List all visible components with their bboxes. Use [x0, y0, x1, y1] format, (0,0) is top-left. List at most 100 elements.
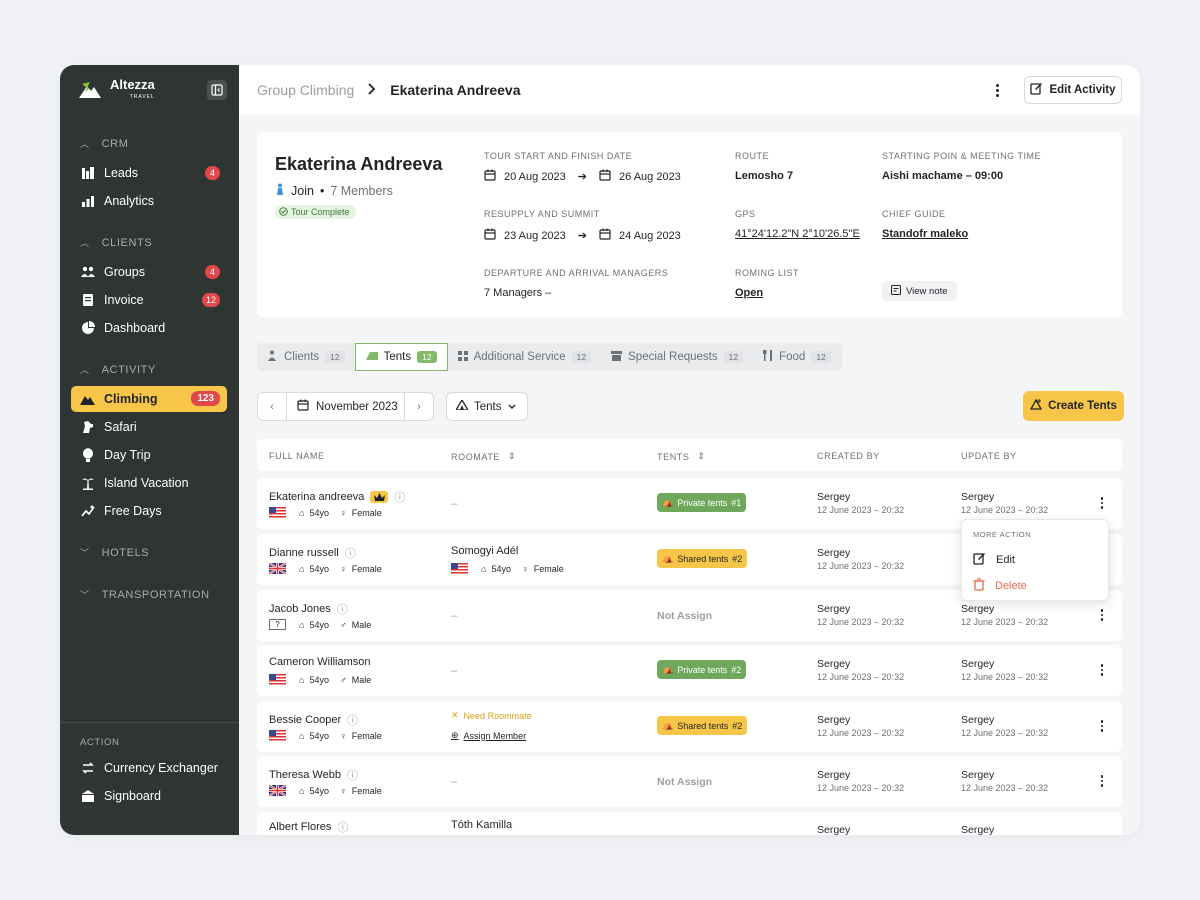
- row-more-icon[interactable]: [1098, 663, 1106, 677]
- uk-flag-icon: [269, 563, 286, 574]
- gender: Female: [351, 507, 382, 518]
- fork-knife-icon: [763, 350, 773, 364]
- tour-dates-label: TOUR START AND FINISH DATE: [484, 151, 633, 161]
- age: 54yo: [309, 730, 329, 741]
- managers-value: 7 Managers –: [484, 287, 552, 299]
- tent-icon: ⛺: [662, 497, 674, 507]
- breadcrumb-parent[interactable]: Group Climbing: [257, 82, 355, 98]
- sidebar-item-signboard[interactable]: Signboard: [71, 783, 227, 809]
- menu-item-edit[interactable]: Edit: [973, 552, 1015, 568]
- created-by: Sergey: [817, 491, 851, 503]
- sidebar-item-island-vacation[interactable]: Island Vacation: [71, 470, 227, 496]
- tab-special-requests[interactable]: Special Requests 12: [601, 344, 753, 370]
- info-icon[interactable]: ⓘ: [347, 715, 359, 727]
- arrow-right-icon: ➔: [577, 230, 588, 242]
- section-hotels[interactable]: ﹀ HOTELS: [80, 546, 150, 559]
- age-icon: ⌂: [299, 674, 305, 685]
- sidebar-item-invoice[interactable]: Invoice 12: [71, 287, 227, 313]
- us-flag-icon: [451, 563, 468, 574]
- section-transportation[interactable]: ﹀ TRANSPORTATION: [80, 588, 210, 601]
- column-full-name: FULL NAME: [269, 451, 325, 461]
- updated-by: Sergey: [961, 603, 995, 615]
- row-more-icon[interactable]: [1098, 774, 1106, 788]
- table-row[interactable]: Theresa Webb ⓘ ⌂ 54yo ♀ Female – Not Assign…: [257, 756, 1122, 807]
- row-more-icon[interactable]: [1098, 496, 1106, 510]
- column-roommate[interactable]: ROOMATE ⇕: [451, 451, 517, 462]
- top-bar: Group Climbing Ekaterina Andreeva Edit A…: [239, 65, 1140, 115]
- chief-guide-link[interactable]: Standofr maleko: [882, 228, 969, 240]
- row-more-icon[interactable]: [1098, 608, 1106, 622]
- sidebar-item-dashboard[interactable]: Dashboard: [71, 315, 227, 341]
- gps-label: GPS: [735, 209, 756, 219]
- table-row[interactable]: Cameron Williamson ⌂ 54yo ♂ Male – ⛺ Privat…: [257, 645, 1122, 696]
- tent-icon: [365, 351, 378, 363]
- tent-filter-select[interactable]: Tents: [446, 392, 528, 421]
- sidebar-item-groups[interactable]: Groups 4: [71, 259, 227, 285]
- roommate-name[interactable]: Somogyi Adél: [451, 545, 519, 557]
- gps-link[interactable]: 41°24'12.2"N 2°10'26.5"E: [735, 228, 860, 240]
- assign-member-link[interactable]: ⊕ Assign Member: [451, 730, 527, 741]
- sidebar-item-safari[interactable]: Safari: [71, 414, 227, 440]
- menu-item-delete[interactable]: Delete: [973, 578, 1027, 594]
- activity-details-card: Ekaterina Andreeva Join • 7 Members Tour…: [257, 132, 1122, 317]
- more-options-icon[interactable]: [992, 82, 1002, 98]
- column-update-by: UPDATE BY: [961, 451, 1017, 461]
- create-tents-button[interactable]: Create Tents: [1023, 391, 1124, 421]
- sidebar-item-climbing[interactable]: Climbing 123: [71, 386, 227, 412]
- row-more-icon[interactable]: [1098, 719, 1106, 733]
- chevron-down-icon: [508, 401, 516, 413]
- month-value[interactable]: November 2023: [286, 393, 405, 420]
- roommate-name[interactable]: Tóth Kamilla: [451, 819, 513, 831]
- full-name: Dianne russell: [269, 547, 339, 559]
- chevron-down-icon: ﹀: [80, 590, 90, 600]
- gender: Female: [351, 785, 382, 796]
- calendar-icon: [297, 399, 309, 414]
- info-icon[interactable]: ⓘ: [344, 548, 356, 560]
- more-action-menu: MORE ACTION Edit Delete: [961, 519, 1109, 601]
- tab-additional-service[interactable]: Additional Service 12: [448, 344, 602, 370]
- leads-count-badge: 4: [205, 166, 220, 180]
- table-row[interactable]: Albert Flores ⓘ Tóth Kamilla Sergey Serge…: [257, 812, 1122, 835]
- info-icon[interactable]: ⓘ: [394, 492, 406, 504]
- calendar-icon: [484, 228, 496, 243]
- client-icon: [268, 350, 278, 364]
- info-icon[interactable]: ⓘ: [337, 822, 349, 834]
- page-title: Ekaterina Andreeva: [390, 82, 521, 98]
- info-icon[interactable]: ⓘ: [346, 770, 358, 782]
- sidebar-item-leads[interactable]: Leads 4: [71, 160, 227, 186]
- tab-food[interactable]: Food 12: [753, 344, 841, 370]
- next-month-button[interactable]: ›: [417, 400, 421, 413]
- info-icon[interactable]: ⓘ: [336, 604, 348, 616]
- roming-open-link[interactable]: Open: [735, 287, 764, 299]
- age-icon: ⌂: [299, 563, 305, 574]
- age-icon: ⌂: [481, 563, 487, 574]
- section-activity[interactable]: ︿ ACTIVITY: [80, 363, 156, 376]
- sort-icon: ⇕: [508, 451, 517, 461]
- sidebar-item-daytrip[interactable]: Day Trip: [71, 442, 227, 468]
- female-icon: ♀: [339, 785, 347, 796]
- table-row[interactable]: Bessie Cooper ⓘ ⌂ 54yo ♀ Female ✕ Need Roomm…: [257, 701, 1122, 752]
- roommate-empty: –: [451, 776, 458, 788]
- tab-tents[interactable]: Tents 12: [354, 343, 448, 371]
- edit-activity-button[interactable]: Edit Activity: [1024, 76, 1122, 104]
- resupply-label: RESUPPLY AND SUMMIT: [484, 209, 600, 219]
- updated-at: 12 June 2023 – 20:32: [961, 728, 1049, 738]
- male-icon: ♂: [339, 674, 347, 685]
- collapse-sidebar-button[interactable]: [207, 80, 227, 100]
- resupply-dates: 23 Aug 2023 ➔ 24 Aug 2023: [484, 228, 681, 243]
- updated-by: Sergey: [961, 824, 995, 835]
- sidebar-item-free-days[interactable]: Free Days: [71, 498, 227, 524]
- column-tents[interactable]: TENTS ⇕: [657, 451, 706, 462]
- updated-at: 12 June 2023 – 20:32: [961, 783, 1049, 793]
- view-note-button[interactable]: View note: [882, 281, 957, 301]
- tab-clients[interactable]: Clients 12: [258, 344, 355, 370]
- sidebar-collapse-icon: [211, 84, 223, 96]
- section-crm[interactable]: ︿ CRM: [80, 137, 129, 150]
- join-info: Join • 7 Members: [275, 183, 393, 198]
- section-clients[interactable]: ︿ CLIENTS: [80, 236, 153, 249]
- check-circle-icon: [279, 206, 288, 218]
- sidebar-item-currency-exchanger[interactable]: Currency Exchanger: [71, 755, 227, 781]
- prev-month-button[interactable]: ‹: [270, 400, 274, 413]
- tent-icon: ⛺: [662, 553, 674, 563]
- sidebar-item-analytics[interactable]: Analytics: [71, 188, 227, 214]
